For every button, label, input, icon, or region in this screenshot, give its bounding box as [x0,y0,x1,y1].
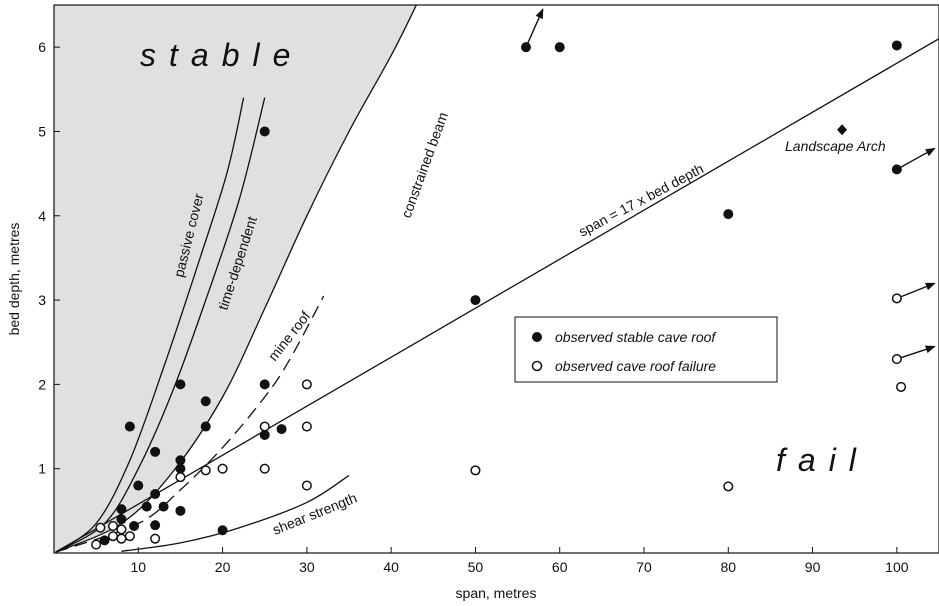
stable-point [175,379,186,390]
stable-point [259,126,270,137]
stable-point [723,209,734,220]
y-tick-label: 1 [38,461,46,477]
trend-arrow-2 [896,147,936,171]
failure-point [200,465,211,476]
failure-point [723,481,734,492]
trend-arrows [525,8,936,360]
stable-point [470,295,481,306]
failure-point [301,421,312,432]
y-axis-label: bed depth, metres [6,223,22,336]
y-tick-label: 4 [38,208,46,224]
stable-point [129,521,140,532]
x-tick-label: 70 [636,559,652,575]
stable-point [99,535,110,546]
x-tick-label: 40 [383,559,399,575]
failure-point [116,533,127,544]
stable-point [554,42,565,53]
failure-point [301,480,312,491]
stable-point [891,164,902,175]
legend-failure-marker [531,360,543,372]
curve-time-dependent [55,97,266,553]
curve-shear-strength [121,474,350,552]
stable-point [175,455,186,466]
x-tick-label: 60 [552,559,568,575]
legend-failure-label: observed cave roof failure [555,358,716,374]
failure-point [116,524,127,535]
axis-ticks: 10 20 30 40 50 60 70 80 90 100 1 2 3 4 5 6 [38,39,909,575]
x-tick-label: 20 [215,559,231,575]
landscape-arch-marker [837,124,848,136]
x-tick-label: 80 [720,559,736,575]
trend-arrow-1 [525,8,544,48]
stable-point [200,421,211,432]
curve-passive-cover [55,97,245,553]
x-tick-label: 50 [468,559,484,575]
legend-box [514,316,778,383]
failure-point [107,520,119,532]
curve-label-mine-roof: mine roof [265,308,314,364]
landscape-arch-label: Landscape Arch [785,138,886,154]
failure-point [150,533,161,544]
failure-point [891,293,902,304]
x-tick-label: 100 [885,559,909,575]
stable-point [175,463,186,474]
stable-point [124,421,135,432]
stable-point [150,446,161,457]
failure-point [217,463,228,474]
stable-point [116,514,127,525]
legend: observed stable cave roof observed cave … [514,316,778,383]
failure-point [95,522,106,533]
curve-label-span-ratio: span = 17 x bed depth [576,160,706,239]
failure-point [259,421,270,432]
stable-point [150,520,161,531]
legend-stable-marker [532,332,542,342]
stable-region-shading [54,5,417,553]
plot-frame [53,4,939,554]
stable-region-label: stable [140,37,303,73]
stable-point [521,42,531,53]
stable-point [150,488,161,499]
y-tick-label: 6 [38,39,46,55]
stable-point [133,480,144,491]
failure-point [91,539,102,550]
x-axis-label: span, metres [456,585,537,601]
y-tick-label: 3 [38,292,46,308]
failure-point [301,379,312,390]
trend-arrow-4 [896,345,936,360]
failure-point [175,472,186,483]
stable-point [175,505,186,516]
fail-region-label: fail [776,442,869,478]
curve-label-constrained-beam: constrained beam [398,110,451,220]
curve-label-shear-strength: shear strength [270,489,359,537]
curve-span-17-x-bed-depth [55,38,939,553]
y-tick-label: 5 [38,123,46,139]
x-tick-label: 30 [299,559,315,575]
model-curves [55,5,939,553]
stable-point [259,379,270,390]
failure-point [470,465,481,476]
stable-point [259,429,270,440]
failure-point [124,531,135,542]
failure-point [259,463,270,474]
failure-point [891,354,902,365]
stable-point [200,396,211,407]
stable-point [116,504,127,515]
stable-point [141,501,152,512]
legend-stable-label: observed stable cave roof [555,329,717,345]
stable-point [891,40,902,51]
stable-point [158,501,169,512]
x-tick-label: 90 [805,559,821,575]
y-tick-label: 2 [38,376,46,392]
trend-arrow-3 [896,282,936,300]
stable-point [276,424,287,435]
data-points [91,40,907,550]
failure-point [896,381,907,392]
stable-point [217,525,228,536]
failure-point [107,531,119,542]
x-tick-label: 10 [130,559,146,575]
